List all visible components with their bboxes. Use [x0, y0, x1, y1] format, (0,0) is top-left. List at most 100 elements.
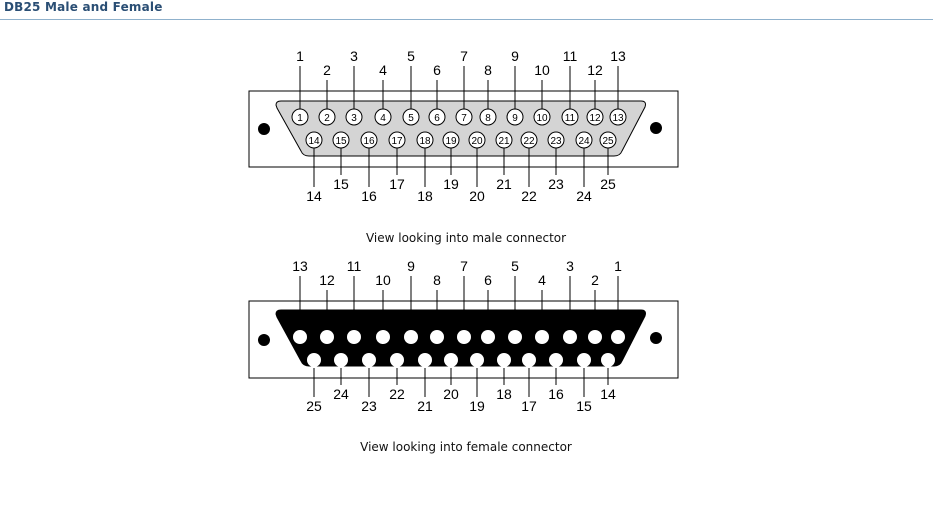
female-socket-12 [320, 330, 334, 344]
male-pin-5 [402, 108, 420, 126]
female-socket-9 [404, 330, 418, 344]
male-pin-number: 11 [565, 113, 576, 124]
pin-label: 8 [484, 62, 492, 78]
male-pin-number: 4 [380, 113, 386, 124]
male-pin-number: 21 [498, 136, 510, 147]
pin-label: 12 [587, 62, 603, 78]
pin-label: 20 [443, 386, 459, 402]
pin-label: 7 [460, 258, 468, 274]
male-pin-8 [479, 108, 497, 126]
pin-label: 11 [563, 48, 578, 64]
pin-label: 15 [576, 398, 592, 414]
pin-label: 15 [333, 176, 349, 192]
male-pin-20 [468, 131, 486, 149]
pin-label: 22 [389, 386, 405, 402]
male-pin-18 [416, 131, 434, 149]
female-socket-25 [307, 353, 321, 367]
male-pin-number: 2 [324, 113, 330, 124]
male-pin-9 [506, 108, 524, 126]
male-pin-3 [345, 108, 363, 126]
male-pin-number: 20 [471, 136, 483, 147]
male-pin-number: 1 [297, 113, 303, 124]
male-pin-number: 18 [419, 136, 431, 147]
female-mounting-hole-left [258, 334, 270, 346]
pin-label: 20 [469, 188, 485, 204]
pin-label: 18 [496, 386, 512, 402]
pin-label: 25 [306, 398, 322, 414]
pin-label: 10 [375, 272, 391, 288]
page-header: DB25 Male and Female [0, 0, 933, 20]
female-socket-2 [588, 330, 602, 344]
male-pin-23 [547, 131, 565, 149]
male-pin-number: 23 [550, 136, 562, 147]
pin-label: 12 [319, 272, 335, 288]
pin-label: 2 [323, 62, 331, 78]
male-mounting-hole-left [258, 123, 270, 135]
pin-label: 1 [614, 258, 622, 274]
male-mounting-hole-right [650, 122, 662, 134]
male-pin-number: 8 [485, 113, 491, 124]
female-socket-6 [481, 330, 495, 344]
male-pin-24 [575, 131, 593, 149]
male-pin-number: 6 [434, 113, 440, 124]
female-socket-19 [470, 353, 484, 367]
female-socket-3 [563, 330, 577, 344]
pin-label: 3 [566, 258, 574, 274]
pin-label: 3 [350, 48, 358, 64]
pin-label: 9 [511, 48, 519, 64]
female-socket-13 [293, 330, 307, 344]
pin-label: 22 [521, 188, 537, 204]
male-pin-12 [586, 108, 604, 126]
female-socket-15 [577, 353, 591, 367]
male-pin-number: 17 [391, 136, 403, 147]
male-pin-16 [360, 131, 378, 149]
female-socket-17 [522, 353, 536, 367]
male-pin-13 [609, 108, 627, 126]
pin-label: 2 [591, 272, 599, 288]
male-pin-number: 12 [589, 113, 601, 124]
female-socket-20 [444, 353, 458, 367]
male-pin-1 [291, 108, 309, 126]
pin-label: 4 [538, 272, 546, 288]
pin-label: 17 [521, 398, 537, 414]
pin-label: 8 [433, 272, 441, 288]
male-caption: View looking into male connector [366, 231, 566, 245]
male-pin-11 [561, 108, 579, 126]
male-pin-14 [305, 131, 323, 149]
male-pin-15 [332, 131, 350, 149]
male-pin-6 [428, 108, 446, 126]
pin-label: 14 [306, 188, 322, 204]
pin-label: 23 [361, 398, 377, 414]
male-pin-7 [455, 108, 473, 126]
pin-label: 17 [389, 176, 405, 192]
pin-label: 13 [292, 258, 308, 274]
male-pin-2 [318, 108, 336, 126]
male-pin-number: 22 [523, 136, 535, 147]
female-caption: View looking into female connector [360, 440, 572, 454]
pin-label: 21 [496, 176, 512, 192]
pin-label: 16 [361, 188, 377, 204]
pin-label: 5 [511, 258, 519, 274]
female-socket-10 [376, 330, 390, 344]
female-socket-4 [535, 330, 549, 344]
page-title: DB25 Male and Female [4, 0, 163, 14]
male-pin-25 [599, 131, 617, 149]
pin-label: 7 [460, 48, 468, 64]
female-socket-1 [611, 330, 625, 344]
pin-label: 18 [417, 188, 433, 204]
male-pin-number: 16 [363, 136, 375, 147]
female-socket-18 [497, 353, 511, 367]
female-socket-23 [362, 353, 376, 367]
pin-label: 19 [469, 398, 485, 414]
male-pin-number: 7 [461, 113, 467, 124]
male-pin-number: 13 [612, 113, 624, 124]
male-pin-number: 3 [351, 113, 357, 124]
pin-label: 24 [576, 188, 592, 204]
male-pin-4 [374, 108, 392, 126]
male-pin-number: 24 [578, 136, 590, 147]
pin-label: 10 [534, 62, 550, 78]
male-pin-21 [495, 131, 513, 149]
pin-label: 6 [433, 62, 441, 78]
pin-label: 25 [600, 176, 616, 192]
